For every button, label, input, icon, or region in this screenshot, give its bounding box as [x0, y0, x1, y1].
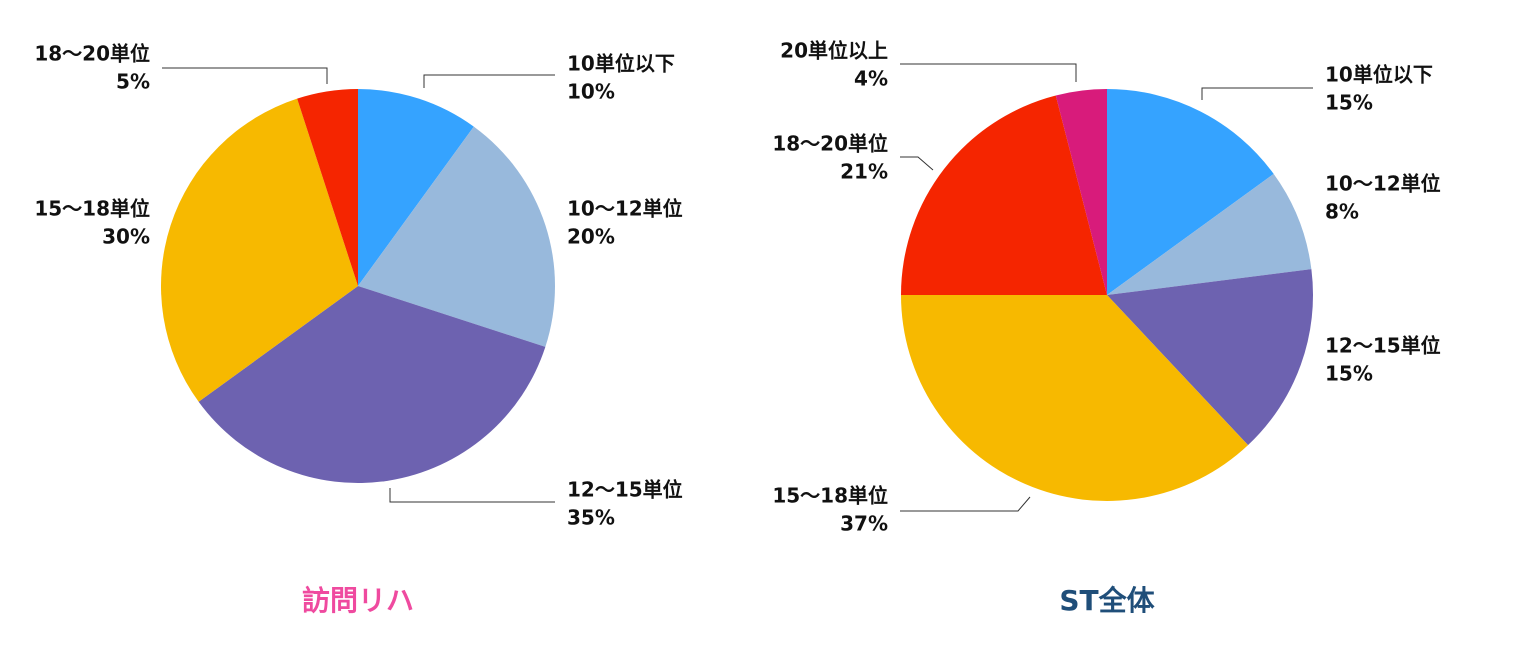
pie-slice	[1055, 89, 1107, 295]
leader-line	[900, 156, 934, 171]
slice-value-label: 15%	[1325, 91, 1373, 115]
slice-label: 10単位以下	[567, 52, 675, 76]
leader-line	[900, 496, 1031, 512]
slice-label: 18〜20単位	[772, 132, 888, 156]
slice-value-label: 20%	[567, 225, 615, 249]
slice-value-label: 4%	[854, 67, 888, 91]
leader-line	[389, 488, 555, 503]
slice-label: 15〜18単位	[772, 484, 888, 508]
leader-line	[1201, 87, 1313, 100]
pie-slice	[198, 286, 546, 483]
slice-value-label: 10%	[567, 80, 615, 104]
slice-label: 10〜12単位	[1325, 172, 1441, 196]
leader-line	[900, 63, 1077, 82]
pie-slice	[1107, 269, 1313, 446]
slice-value-label: 15%	[1325, 362, 1373, 386]
pie-slice	[297, 89, 358, 286]
slice-value-label: 37%	[840, 512, 888, 536]
slice-label: 10単位以下	[1325, 63, 1433, 87]
chart-title: ST全体	[1059, 584, 1155, 617]
slice-label: 15〜18単位	[34, 197, 150, 221]
slice-label: 18〜20単位	[34, 42, 150, 66]
slice-label: 20単位以上	[780, 39, 888, 63]
pie-slice	[160, 98, 358, 402]
slice-label: 10〜12単位	[567, 197, 683, 221]
leader-line	[423, 74, 555, 88]
slice-value-label: 8%	[1325, 200, 1359, 224]
chart-title: 訪問リハ	[302, 584, 414, 617]
pie-slice	[358, 126, 555, 347]
pie-slice	[1107, 89, 1274, 295]
slice-value-label: 5%	[116, 70, 150, 94]
pie-slice	[901, 95, 1107, 296]
pie-slice	[1107, 173, 1312, 295]
pie-slice	[358, 89, 474, 286]
slice-label: 12〜15単位	[567, 478, 683, 502]
slice-value-label: 21%	[840, 160, 888, 184]
slice-value-label: 35%	[567, 506, 615, 530]
slice-label: 12〜15単位	[1325, 334, 1441, 358]
leader-line	[162, 67, 328, 84]
slice-value-label: 30%	[102, 225, 150, 249]
pie-slice	[901, 295, 1249, 502]
